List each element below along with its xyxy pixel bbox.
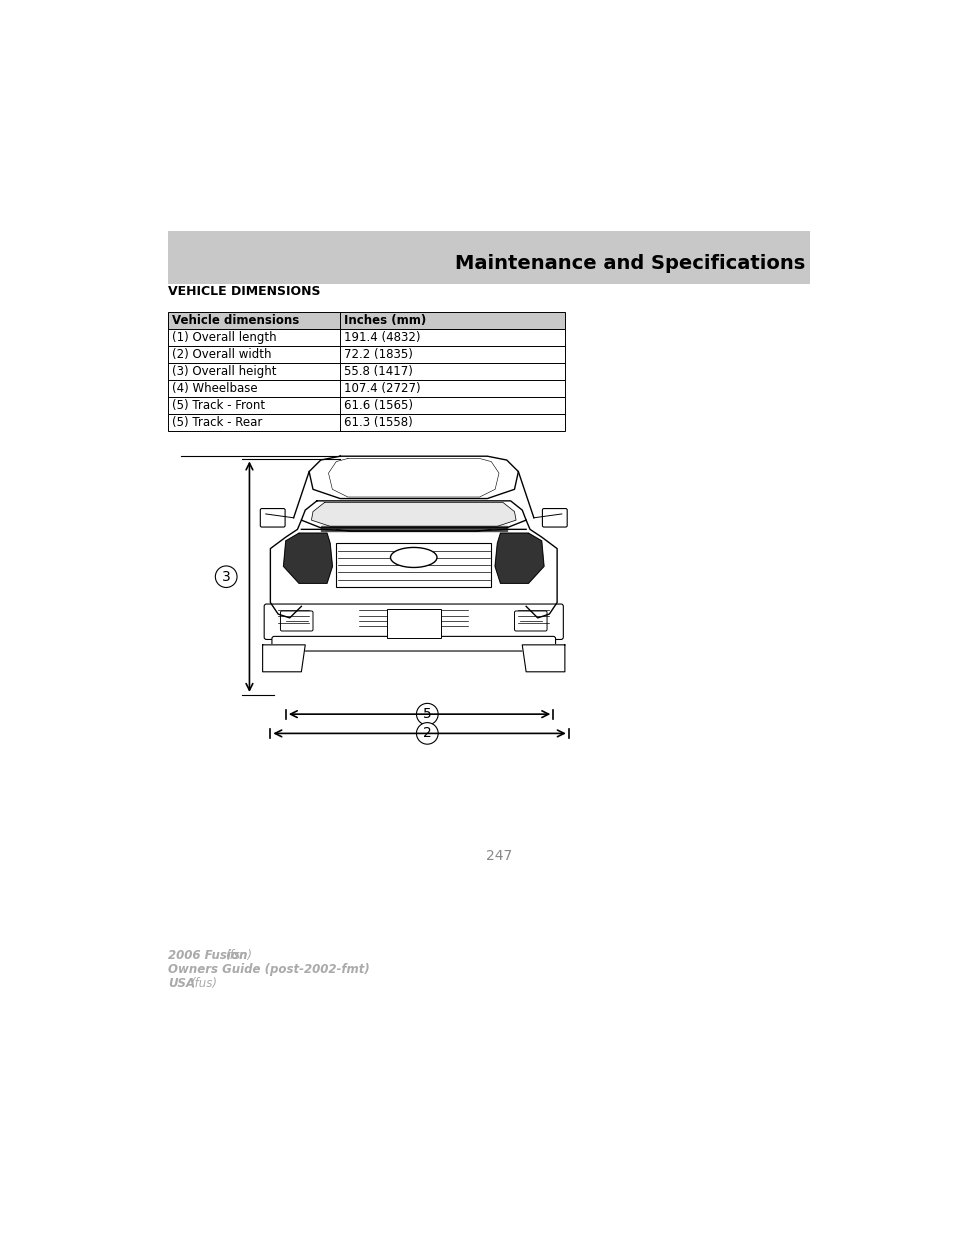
Text: 2006 Fusion: 2006 Fusion bbox=[168, 948, 247, 962]
Text: (5) Track - Rear: (5) Track - Rear bbox=[172, 416, 262, 429]
Circle shape bbox=[416, 722, 437, 745]
FancyBboxPatch shape bbox=[272, 636, 555, 651]
Text: 55.8 (1417): 55.8 (1417) bbox=[344, 366, 413, 378]
Polygon shape bbox=[495, 534, 543, 583]
Text: USA: USA bbox=[168, 977, 195, 989]
Text: (1) Overall length: (1) Overall length bbox=[172, 331, 276, 345]
Text: (4) Wheelbase: (4) Wheelbase bbox=[172, 382, 257, 395]
Bar bbox=[168, 312, 564, 330]
Bar bbox=[168, 330, 564, 346]
Text: VEHICLE DIMENSIONS: VEHICLE DIMENSIONS bbox=[168, 285, 320, 299]
Text: 107.4 (2727): 107.4 (2727) bbox=[344, 382, 420, 395]
Text: (fus): (fus) bbox=[190, 977, 216, 989]
Text: (2) Overall width: (2) Overall width bbox=[172, 348, 272, 361]
Text: 5: 5 bbox=[422, 708, 432, 721]
Text: 191.4 (4832): 191.4 (4832) bbox=[344, 331, 420, 345]
Ellipse shape bbox=[390, 547, 436, 567]
Text: (3) Overall height: (3) Overall height bbox=[172, 366, 276, 378]
Text: 61.3 (1558): 61.3 (1558) bbox=[344, 416, 413, 429]
Text: (5) Track - Front: (5) Track - Front bbox=[172, 399, 265, 412]
Bar bbox=[335, 543, 491, 587]
Polygon shape bbox=[283, 534, 332, 583]
Polygon shape bbox=[320, 526, 506, 531]
Text: 247: 247 bbox=[485, 848, 512, 863]
Bar bbox=[168, 396, 564, 414]
Text: 72.2 (1835): 72.2 (1835) bbox=[344, 348, 413, 361]
Text: Inches (mm): Inches (mm) bbox=[344, 314, 426, 327]
Polygon shape bbox=[262, 645, 305, 672]
Text: Maintenance and Specifications: Maintenance and Specifications bbox=[455, 254, 804, 273]
Bar bbox=[386, 609, 440, 638]
FancyBboxPatch shape bbox=[280, 611, 313, 631]
Circle shape bbox=[215, 566, 236, 588]
Text: 3: 3 bbox=[222, 569, 231, 584]
Bar bbox=[168, 363, 564, 380]
Text: Owners Guide (post-2002-fmt): Owners Guide (post-2002-fmt) bbox=[168, 963, 370, 976]
Bar bbox=[168, 414, 564, 431]
Text: Vehicle dimensions: Vehicle dimensions bbox=[172, 314, 299, 327]
FancyBboxPatch shape bbox=[260, 509, 285, 527]
Text: 61.6 (1565): 61.6 (1565) bbox=[344, 399, 413, 412]
Text: 2: 2 bbox=[422, 726, 432, 741]
FancyBboxPatch shape bbox=[514, 611, 546, 631]
Polygon shape bbox=[311, 503, 516, 526]
Bar bbox=[168, 380, 564, 396]
Text: (fsn): (fsn) bbox=[224, 948, 252, 962]
FancyBboxPatch shape bbox=[542, 509, 567, 527]
Circle shape bbox=[416, 704, 437, 725]
Polygon shape bbox=[521, 645, 564, 672]
FancyBboxPatch shape bbox=[264, 604, 562, 640]
Bar bbox=[168, 346, 564, 363]
Bar bbox=[168, 231, 809, 284]
